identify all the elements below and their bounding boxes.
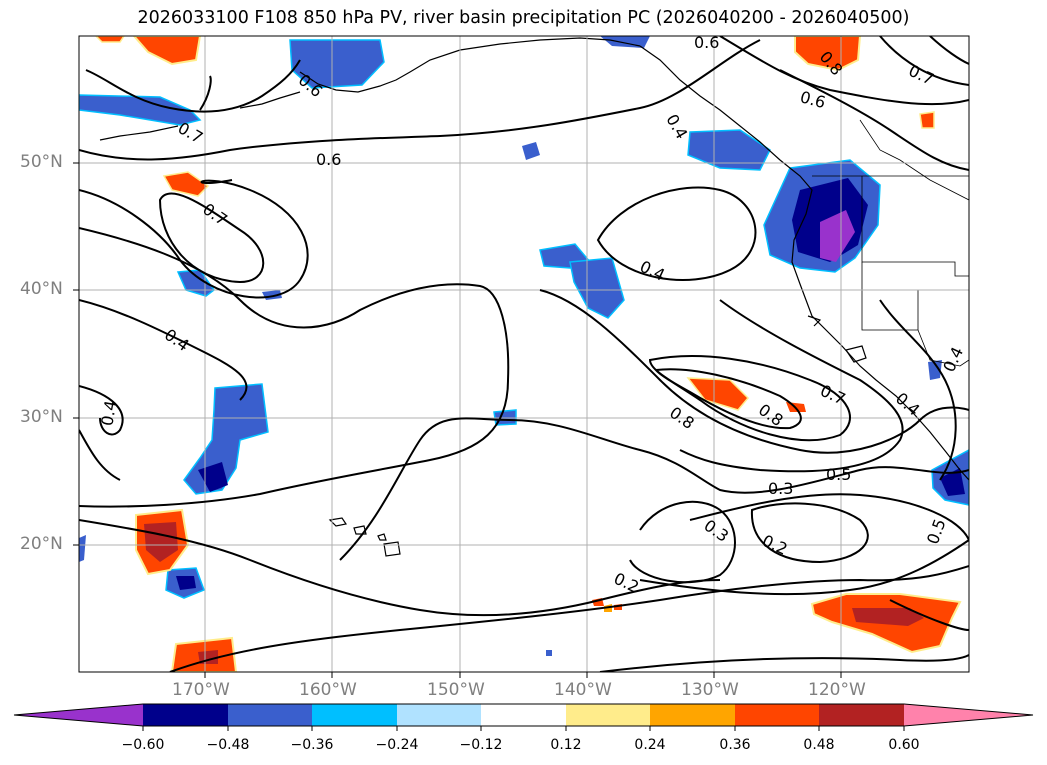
colorbar-tick: 0.60 [888,737,920,753]
colorbar-segment-8 [735,704,819,726]
colorbar-segment-4 [397,704,481,726]
colorbar-tick: −0.60 [121,737,165,753]
contour-label: 0.6 [316,150,341,169]
colorbar-tick: −0.36 [290,737,334,753]
colorbar [13,703,1034,731]
axis-ticks [73,162,842,678]
pv-contours [79,36,969,672]
colorbar-segment-9 [819,704,904,726]
colorbar-tick: 0.12 [550,737,582,753]
lat-label-20n: 20°N [20,534,63,554]
colorbar-segment-3 [312,704,397,726]
political-borders [812,119,969,367]
map-title: 2026033100 F108 850 hPa PV, river basin … [137,8,910,28]
colorbar-tick: −0.48 [206,737,250,753]
colorbar-tick: −0.24 [375,737,419,753]
map-plot-area: 0.7 0.6 0.7 0.4 0.4 0.6 0.6 0.8 0.7 0.4 … [79,33,969,672]
colorbar-tick: −0.12 [459,737,503,753]
contour-label: 0.3 [768,479,793,498]
lon-label-120w: 120°W [808,680,866,700]
lon-label-170w: 170°W [172,680,230,700]
precip-shading-positive [94,36,962,672]
colorbar-tick: 0.36 [719,737,751,753]
contour-label: 0.4 [97,399,120,427]
colorbar-segment-6 [566,704,650,726]
colorbar-segment-5 [481,704,566,726]
lon-label-140w: 140°W [554,680,612,700]
precip-shading-negative [79,36,969,656]
map-frame [78,35,970,673]
colorbar-segment-0 [14,704,143,726]
lon-label-160w: 160°W [299,680,357,700]
colorbar-segment-1 [143,704,228,726]
lat-label-30n: 30°N [20,407,63,427]
colorbar-segment-7 [650,704,735,726]
contour-label: 0.5 [826,465,851,484]
lat-label-40n: 40°N [20,279,63,299]
contour-label: 0.6 [694,33,719,52]
colorbar-segment-10 [904,704,1033,726]
colorbar-tick: 0.24 [634,737,666,753]
colorbar-tick: 0.48 [803,737,835,753]
lon-label-130w: 130°W [681,680,739,700]
coastlines [99,37,969,557]
lon-label-150w: 150°W [427,680,485,700]
colorbar-segment-2 [228,704,312,726]
graticule [79,36,969,672]
lat-label-50n: 50°N [20,152,63,172]
